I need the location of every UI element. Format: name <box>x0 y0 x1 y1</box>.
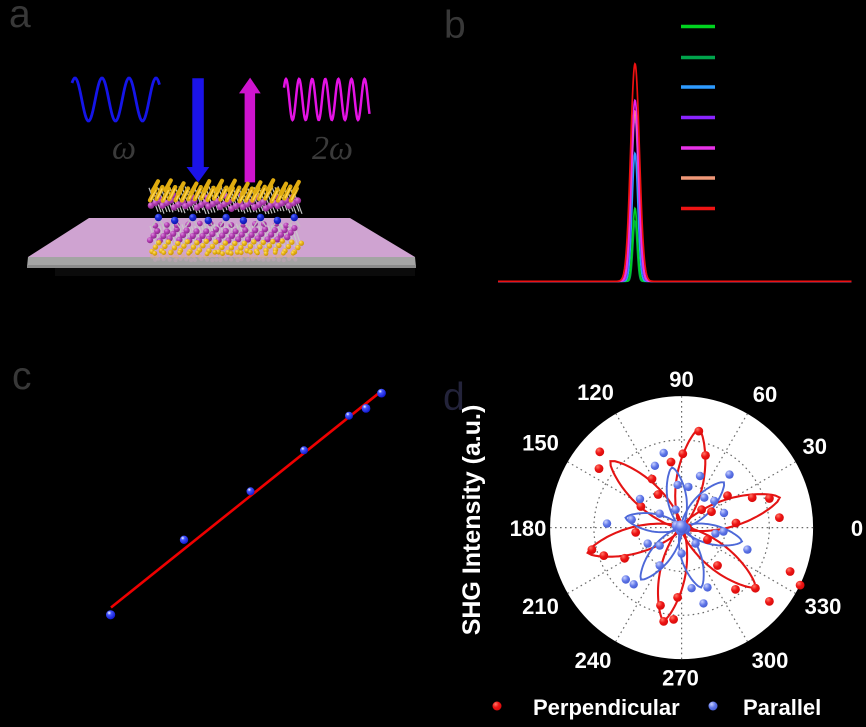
svg-text:ω: ω <box>112 130 136 167</box>
svg-text:Parallel: Parallel <box>743 695 821 720</box>
svg-text:c: c <box>12 355 32 398</box>
svg-text:Perpendicular: Perpendicular <box>533 695 680 720</box>
svg-text:330: 330 <box>805 594 842 619</box>
svg-text:60: 60 <box>753 382 777 407</box>
svg-text:2ω: 2ω <box>312 130 353 167</box>
svg-text:120: 120 <box>577 380 614 405</box>
svg-text:a: a <box>9 0 31 36</box>
svg-text:b: b <box>444 4 466 47</box>
svg-text:SHG Intensity (a.u.): SHG Intensity (a.u.) <box>458 405 486 636</box>
svg-text:d: d <box>443 376 465 419</box>
svg-text:270: 270 <box>662 666 699 691</box>
svg-text:180: 180 <box>510 516 547 541</box>
svg-text:30: 30 <box>803 434 827 459</box>
svg-text:210: 210 <box>522 594 559 619</box>
svg-text:240: 240 <box>575 648 612 673</box>
svg-text:90: 90 <box>669 367 693 392</box>
svg-text:0: 0 <box>851 516 863 541</box>
svg-text:150: 150 <box>522 431 559 456</box>
svg-text:300: 300 <box>752 648 789 673</box>
